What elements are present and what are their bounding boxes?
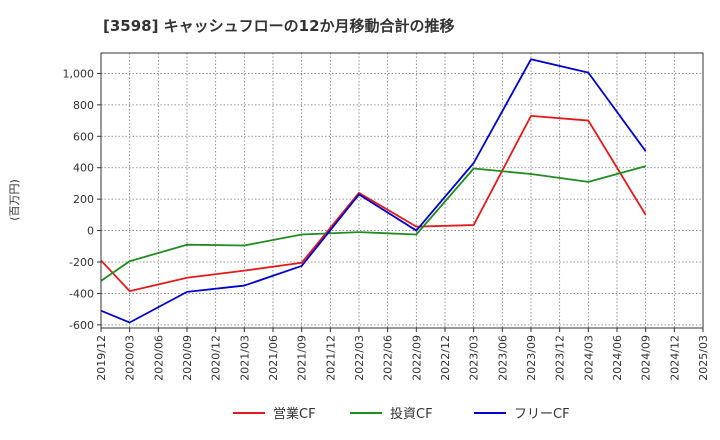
y-tick-label: -600	[69, 319, 94, 332]
legend-item: フリーCF	[474, 407, 570, 422]
legend-item: 営業CF	[233, 406, 316, 422]
y-tick-label: 1,000	[63, 67, 95, 80]
x-tick-label: 2023/12	[554, 335, 567, 381]
chart-title: [3598] キャッシュフローの12か月移動合計の推移	[103, 17, 455, 35]
x-tick-label: 2023/09	[525, 335, 538, 381]
x-tick-label: 2024/06	[611, 335, 624, 381]
plot-area-frame	[100, 52, 704, 329]
y-tick-label: 400	[73, 162, 94, 175]
x-tick-label: 2021/03	[238, 335, 251, 381]
legend-item: 投資CF	[350, 406, 433, 422]
x-tick-label: 2024/12	[668, 335, 681, 381]
x-tick-label: 2022/09	[410, 335, 423, 381]
legend-label: フリーCF	[514, 407, 570, 422]
x-tick-label: 2022/03	[353, 335, 366, 381]
series-line-フリーCF	[100, 58, 647, 324]
legend: 営業CF 投資CF フリーCF	[233, 406, 570, 422]
y-tick-label: 0	[87, 225, 94, 238]
x-tick-label: 2020/06	[152, 335, 165, 381]
x-tick-label: 2024/03	[582, 335, 595, 381]
x-tick-label: 2025/03	[697, 335, 710, 381]
legend-label: 営業CF	[273, 406, 316, 422]
grid	[101, 53, 703, 328]
x-tick-label: 2020/09	[181, 335, 194, 381]
y-tick-label: -200	[69, 256, 94, 269]
y-axis-ticks: -600 -400 -200 0 200 400 600 800 1,000	[63, 67, 101, 332]
y-tick-label: 600	[73, 130, 94, 143]
x-tick-label: 2021/12	[324, 335, 337, 381]
series-line-投資CF	[100, 165, 646, 282]
x-tick-label: 2020/03	[124, 335, 137, 381]
y-tick-label: 200	[73, 193, 94, 206]
x-tick-label: 2021/06	[267, 335, 280, 381]
y-axis-label: (百万円)	[8, 179, 21, 221]
x-tick-label: 2022/06	[382, 335, 395, 381]
x-tick-label: 2021/09	[296, 335, 309, 381]
x-axis-ticks: 2019/12 2020/03 2020/06 2020/09 2020/12 2021/…	[95, 328, 710, 381]
x-tick-label: 2019/12	[95, 335, 108, 381]
series-line-営業CF	[100, 114, 647, 292]
x-tick-label: 2023/06	[496, 335, 509, 381]
x-tick-label: 2024/09	[640, 335, 653, 381]
series-lines	[100, 58, 647, 324]
x-tick-label: 2023/03	[468, 335, 481, 381]
y-tick-label: -400	[69, 287, 94, 300]
x-tick-label: 2020/12	[210, 335, 223, 381]
y-tick-label: 800	[73, 99, 94, 112]
legend-label: 投資CF	[390, 406, 433, 422]
x-tick-label: 2022/12	[439, 335, 452, 381]
